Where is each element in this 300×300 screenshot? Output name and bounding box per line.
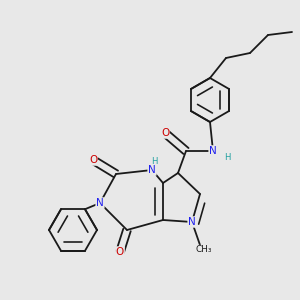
Text: N: N [96, 198, 104, 208]
Text: N: N [209, 146, 217, 156]
Text: CH₃: CH₃ [196, 245, 212, 254]
Text: H: H [151, 158, 157, 166]
Text: O: O [116, 247, 124, 257]
Text: N: N [148, 165, 156, 175]
Text: H: H [224, 154, 230, 163]
Text: O: O [161, 128, 169, 138]
Text: N: N [188, 217, 196, 227]
Text: O: O [89, 155, 97, 165]
